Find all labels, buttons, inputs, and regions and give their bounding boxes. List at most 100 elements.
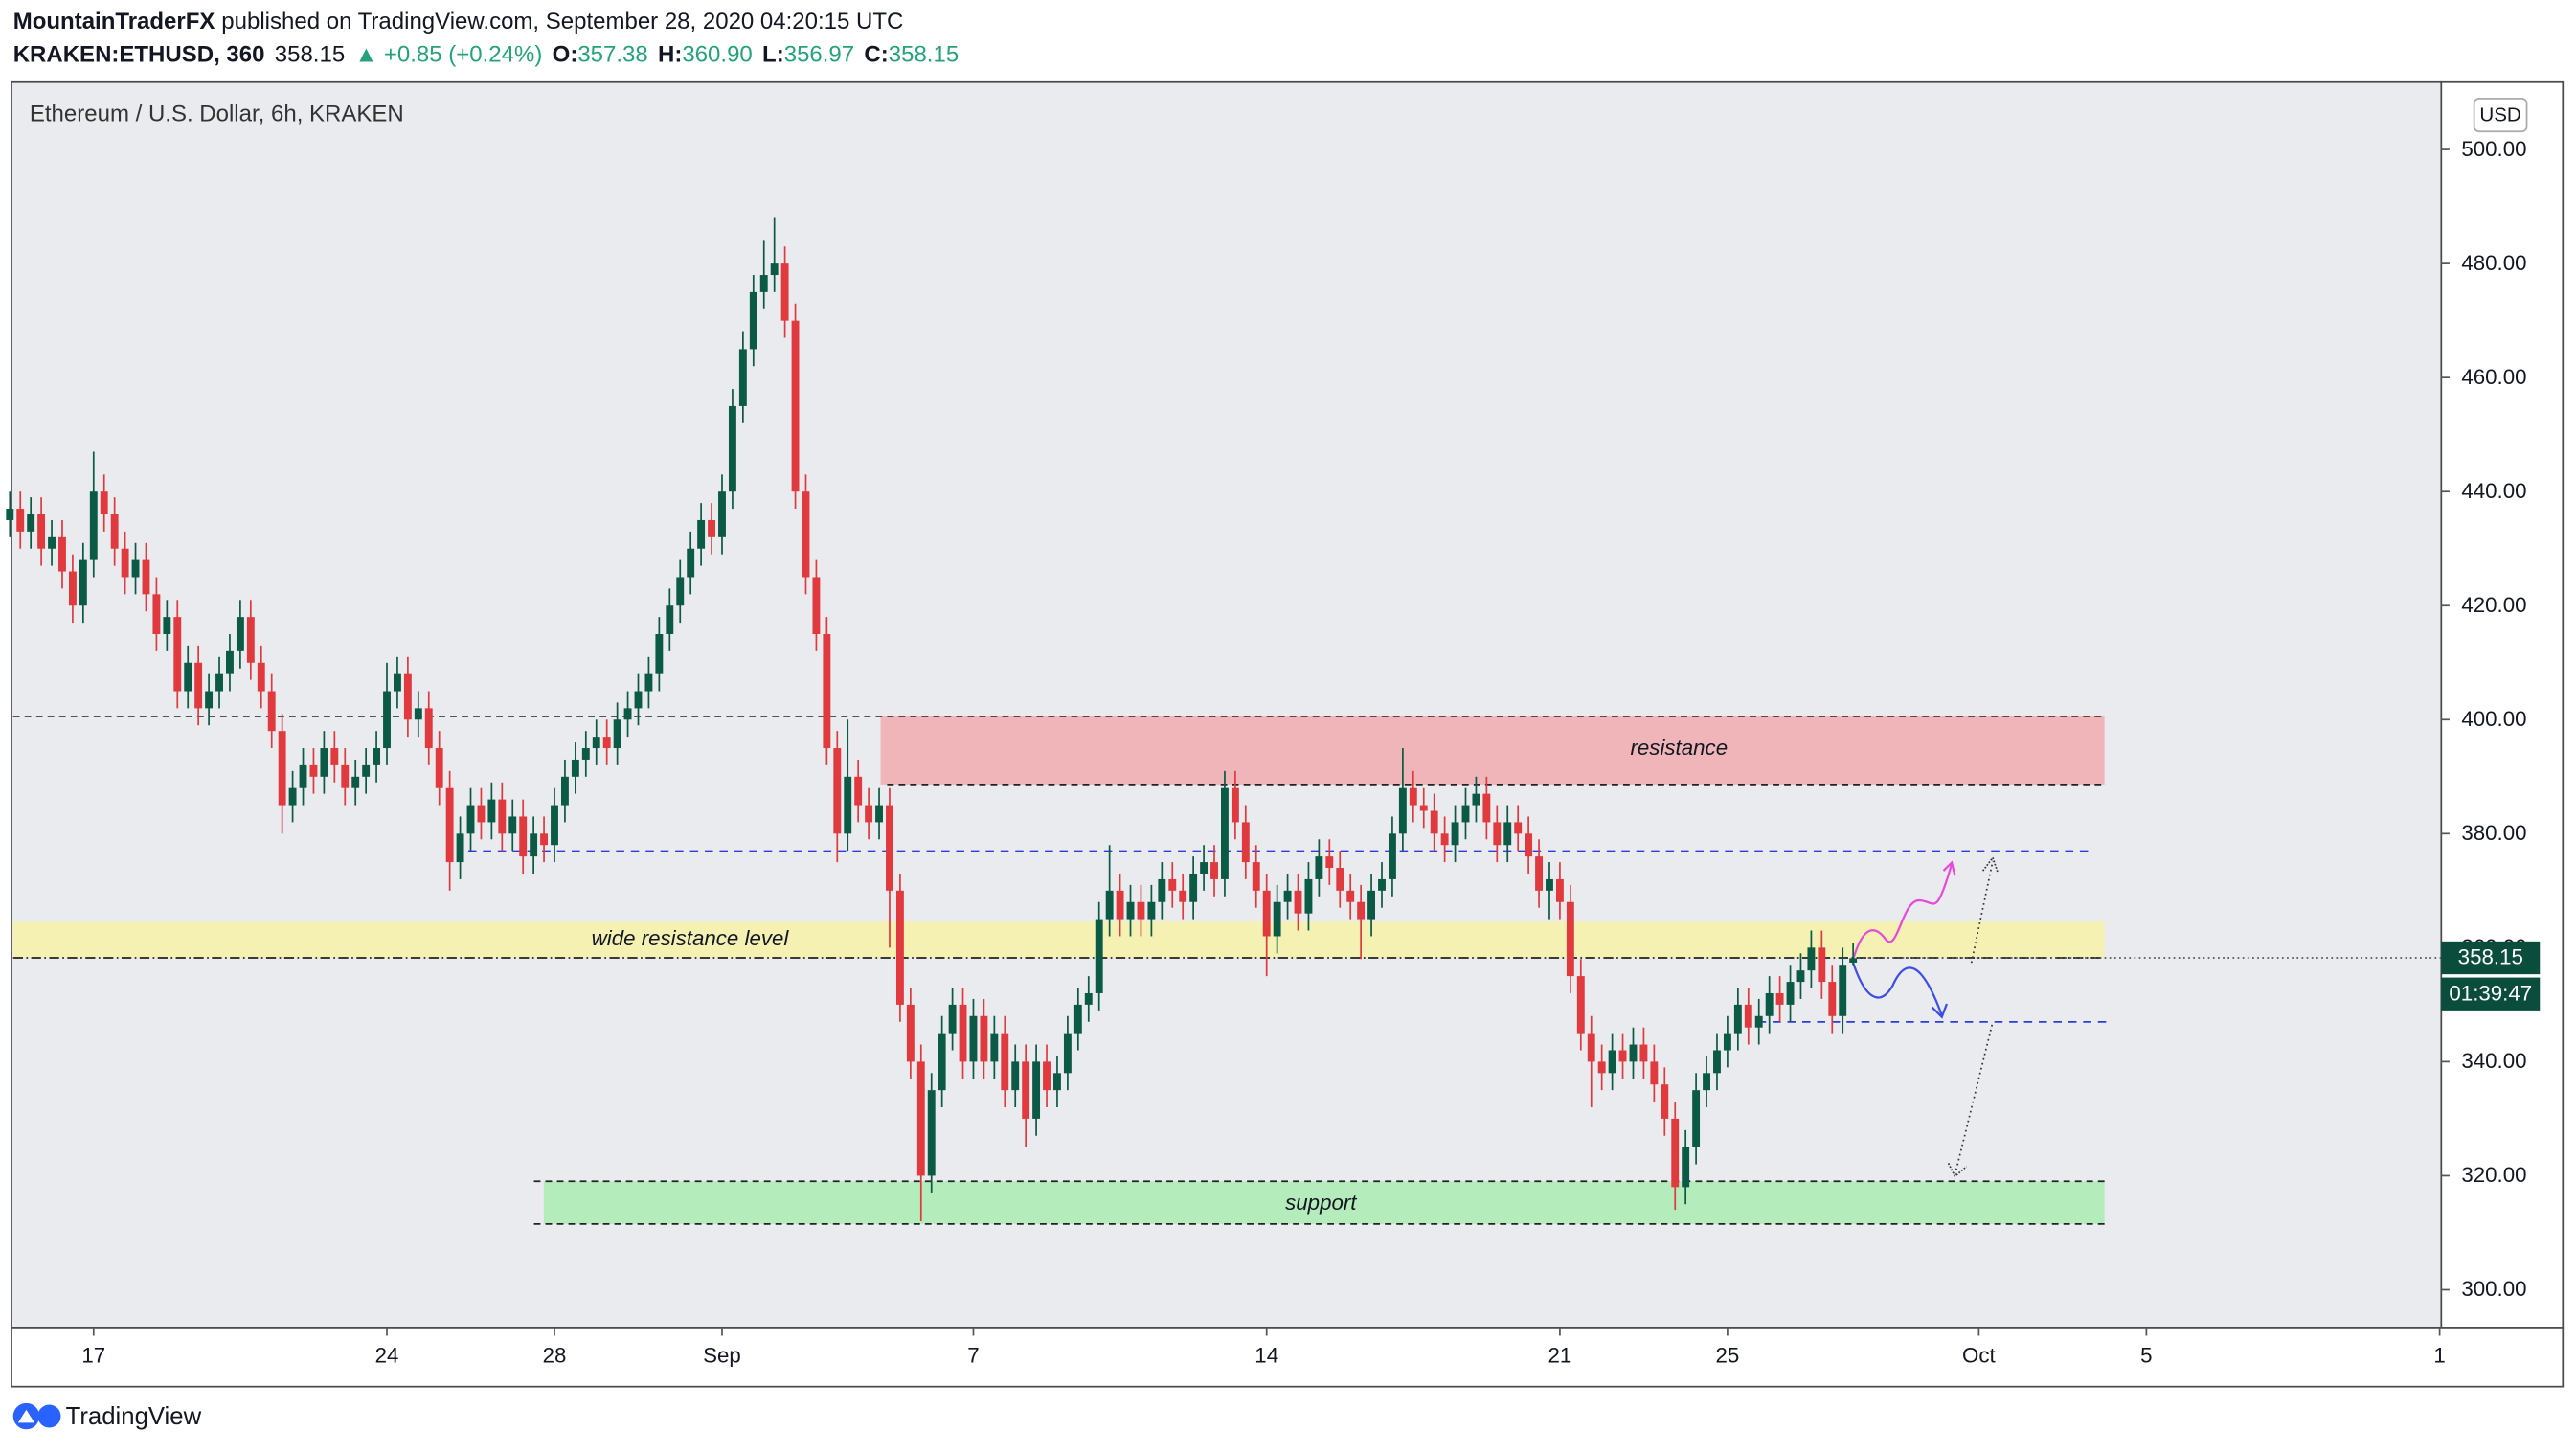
candle-body [121, 548, 129, 578]
arrow-head [1981, 855, 1999, 874]
candle-body [1095, 919, 1103, 993]
candle-body [865, 805, 873, 823]
candle-body [351, 776, 360, 788]
candle-body [718, 491, 726, 537]
support-zone [543, 1181, 2105, 1224]
candle-body [938, 1033, 946, 1091]
price-axis [2440, 80, 2565, 1329]
arrow-head [1942, 860, 1956, 876]
candle-body [267, 691, 276, 732]
o: 357.38 [577, 42, 647, 68]
candle-body [1032, 1061, 1041, 1119]
candle-body [1137, 901, 1145, 920]
c: 358.15 [889, 42, 959, 68]
candle-body [613, 719, 621, 749]
candle-body [551, 805, 558, 846]
candle-body [1262, 890, 1271, 937]
candle-body [1587, 1033, 1595, 1062]
candle-body [435, 748, 443, 788]
candle-body [487, 799, 496, 823]
candle-body [1357, 901, 1366, 920]
x-tick-label: 5 [2140, 1344, 2152, 1368]
candle-body [48, 536, 56, 549]
candle-body [623, 708, 632, 720]
candle-body [1440, 833, 1449, 846]
o-label: O: [553, 42, 578, 68]
candle-body [844, 776, 852, 834]
countdown-box [2441, 977, 2541, 1011]
candle-body [6, 509, 14, 520]
candle-body [1168, 878, 1177, 891]
y-tick-label: 320.00 [2461, 1163, 2526, 1187]
candle-body [1022, 1061, 1030, 1119]
y-tick-label: 500.00 [2461, 137, 2526, 161]
brand: TradingView [12, 1402, 202, 1430]
candle-body [1283, 890, 1292, 902]
candle-body [1210, 862, 1218, 879]
candle-body [833, 748, 842, 834]
candle-body [1807, 947, 1816, 971]
candle-body [1786, 982, 1795, 1005]
x-tick-label: 7 [967, 1344, 979, 1368]
candle-body [1849, 958, 1858, 963]
candle-body [445, 787, 454, 863]
candle-body [508, 816, 517, 834]
candle-body [1597, 1061, 1606, 1074]
candle-body [530, 833, 538, 857]
candle-body [1409, 787, 1417, 806]
last-price: 358.15 [2458, 945, 2523, 969]
candle-body [373, 748, 381, 765]
candle-body [823, 634, 831, 749]
bull-projection [1852, 863, 1954, 961]
candle-body [288, 787, 297, 806]
candle-body [79, 559, 87, 606]
candle-body [1367, 890, 1376, 920]
x-tick-label: 21 [1548, 1344, 1572, 1368]
candle-body [927, 1090, 936, 1176]
header-line-2: KRAKEN:ETHUSD, 360 358.15 ▲ +0.85 (+0.24%)… [13, 42, 959, 68]
candle-body [37, 514, 46, 549]
chart-title: Ethereum / U.S. Dollar, 6h, KRAKEN [30, 101, 404, 126]
candle-body [812, 577, 821, 635]
candle-body [1158, 878, 1166, 902]
candle-body [1388, 833, 1396, 879]
candle-body [644, 673, 653, 692]
x-tick-label: Sep [703, 1344, 741, 1368]
candle-body [687, 548, 695, 578]
time-axis [11, 1327, 2565, 1388]
axes: 300.00320.00340.00360.00380.00400.00420.… [81, 137, 2526, 1368]
candle-body [89, 491, 98, 560]
candle-body [676, 577, 685, 606]
y-tick-label: 440.00 [2461, 479, 2526, 503]
candle-body [1535, 856, 1543, 891]
candle-body [246, 617, 255, 663]
candle-body [854, 776, 863, 806]
candle-body [278, 731, 286, 806]
candle-body [1546, 878, 1553, 891]
candle-body [1084, 992, 1093, 1005]
candle-body [1011, 1061, 1020, 1091]
candle-body [173, 617, 182, 692]
currency-box [2473, 98, 2528, 133]
x-tick-label: 25 [1716, 1344, 1740, 1368]
candle-body [58, 536, 66, 572]
candle-body [916, 1061, 925, 1176]
candle-body [320, 748, 328, 777]
candle-body [1231, 787, 1239, 823]
candle-body [1650, 1061, 1659, 1085]
l: 356.97 [784, 42, 854, 68]
candle-body [1682, 1147, 1690, 1188]
candle-body [738, 349, 747, 406]
candle-body [1241, 822, 1250, 863]
candle-body [1828, 982, 1837, 1016]
candle-body [1703, 1073, 1710, 1091]
zones: resistance wide resistance level support [12, 715, 2442, 1225]
candle-body [1273, 901, 1281, 937]
candle-body [1147, 901, 1156, 920]
candle-body [1189, 873, 1198, 902]
candle-body [1482, 793, 1491, 823]
plot-area [11, 80, 2443, 1329]
projections [1852, 855, 1999, 1178]
candle-body [802, 491, 810, 578]
